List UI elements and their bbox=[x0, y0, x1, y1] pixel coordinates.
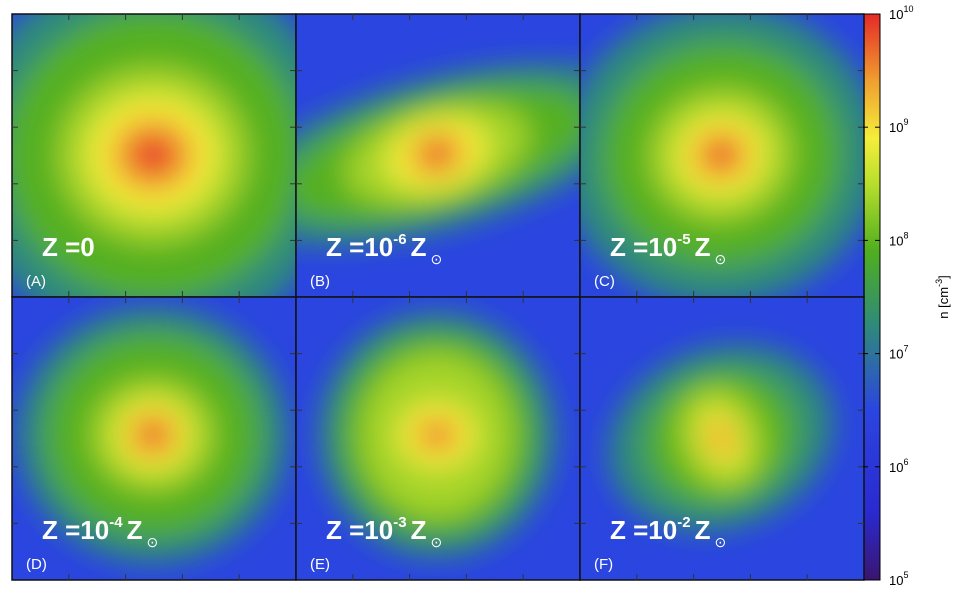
colorbar bbox=[862, 13, 881, 581]
metallicity: Z =10-2 Z ⊙ bbox=[610, 514, 726, 550]
colorbar-tick-label: 105 bbox=[889, 570, 908, 588]
density bbox=[580, 14, 864, 297]
metallicity: Z =10-6 Z ⊙ bbox=[326, 231, 442, 267]
label-text: n [cm bbox=[936, 287, 951, 319]
panel-label: (D) bbox=[26, 556, 47, 573]
colorbar-tick-label: 109 bbox=[889, 117, 908, 135]
panel-image bbox=[12, 297, 296, 580]
panel: Z =0 (A) bbox=[11, 13, 297, 298]
colorbar-tick-label: 107 bbox=[889, 344, 908, 362]
tick-exponent: 7 bbox=[903, 344, 908, 354]
panel-image bbox=[296, 297, 580, 580]
density bbox=[12, 14, 296, 297]
panel-label: (A) bbox=[26, 273, 46, 290]
panel-label: (B) bbox=[310, 273, 330, 290]
tick-base: 10 bbox=[889, 347, 903, 362]
metallicity: Z =0 bbox=[42, 232, 95, 262]
metallicity: Z =10-5 Z ⊙ bbox=[610, 231, 726, 267]
tick-base: 10 bbox=[889, 573, 903, 588]
metallicity: Z =10-4 Z ⊙ bbox=[42, 514, 158, 550]
z-exponent: -4 bbox=[109, 514, 123, 531]
z-exponent: -6 bbox=[393, 231, 406, 248]
density bbox=[18, 307, 288, 563]
label-exponent: -3 bbox=[934, 279, 944, 287]
panel: Z =10-3 Z ⊙ (E) bbox=[295, 296, 581, 581]
tick-base: 10 bbox=[889, 120, 903, 135]
tick-exponent: 9 bbox=[903, 117, 908, 127]
z-solar: ⊙ bbox=[714, 534, 726, 550]
colorbar-tick-label: 1010 bbox=[889, 4, 913, 22]
panel: Z =10-5 Z ⊙ (C) bbox=[579, 13, 865, 298]
tick-exponent: 8 bbox=[903, 230, 908, 240]
z-solar: ⊙ bbox=[714, 251, 726, 267]
density bbox=[296, 63, 580, 245]
panel-image bbox=[580, 14, 864, 297]
panel: Z =10-4 Z ⊙ (D) bbox=[11, 296, 297, 581]
metallicity: Z =10-3 Z ⊙ bbox=[326, 514, 442, 550]
tick-exponent: 10 bbox=[903, 4, 913, 14]
panel-image bbox=[12, 14, 296, 297]
panel: Z =10-6 Z ⊙ (B) bbox=[295, 13, 581, 298]
panel-label: (E) bbox=[310, 556, 330, 573]
density bbox=[319, 313, 555, 557]
colorbar-tick-label: 106 bbox=[889, 457, 908, 475]
z-unit: Z bbox=[411, 515, 427, 545]
z-solar: ⊙ bbox=[430, 534, 442, 550]
tick-base: 10 bbox=[889, 233, 903, 248]
z-text: Z =10 bbox=[610, 232, 677, 262]
z-unit: Z bbox=[411, 232, 427, 262]
z-unit: Z bbox=[695, 232, 711, 262]
z-exponent: -2 bbox=[677, 514, 690, 531]
z-text: Z =10 bbox=[42, 515, 109, 545]
panel-image bbox=[580, 297, 864, 580]
density-level bbox=[140, 423, 166, 447]
z-text: Z =10 bbox=[610, 515, 677, 545]
panel-label: (F) bbox=[594, 556, 613, 573]
density-level bbox=[423, 142, 451, 166]
label-end: ] bbox=[936, 275, 951, 279]
panel-label: (C) bbox=[594, 273, 615, 290]
z-solar: ⊙ bbox=[430, 251, 442, 267]
z-text: Z =10 bbox=[326, 232, 393, 262]
tick-exponent: 5 bbox=[903, 570, 908, 580]
z-solar: ⊙ bbox=[146, 534, 158, 550]
colorbar-tick-label: 108 bbox=[889, 230, 908, 248]
z-unit: Z bbox=[127, 515, 143, 545]
z-exponent: -5 bbox=[677, 231, 690, 248]
tick-base: 10 bbox=[889, 7, 903, 22]
tick-exponent: 6 bbox=[903, 457, 908, 467]
z-exponent: -3 bbox=[393, 514, 406, 531]
density-level bbox=[131, 136, 175, 174]
panel-image bbox=[296, 14, 580, 297]
tick-base: 10 bbox=[889, 460, 903, 475]
z-text: Z =10 bbox=[326, 515, 393, 545]
density-level bbox=[707, 142, 735, 168]
density-level bbox=[708, 420, 734, 456]
density bbox=[608, 344, 834, 532]
panel-border bbox=[579, 296, 865, 581]
density-level bbox=[425, 426, 449, 444]
z-text: Z =0 bbox=[42, 232, 95, 262]
z-unit: Z bbox=[695, 515, 711, 545]
panel: Z =10-2 Z ⊙ (F) bbox=[579, 296, 865, 581]
colorbar-label: n [cm-3] bbox=[934, 275, 951, 318]
